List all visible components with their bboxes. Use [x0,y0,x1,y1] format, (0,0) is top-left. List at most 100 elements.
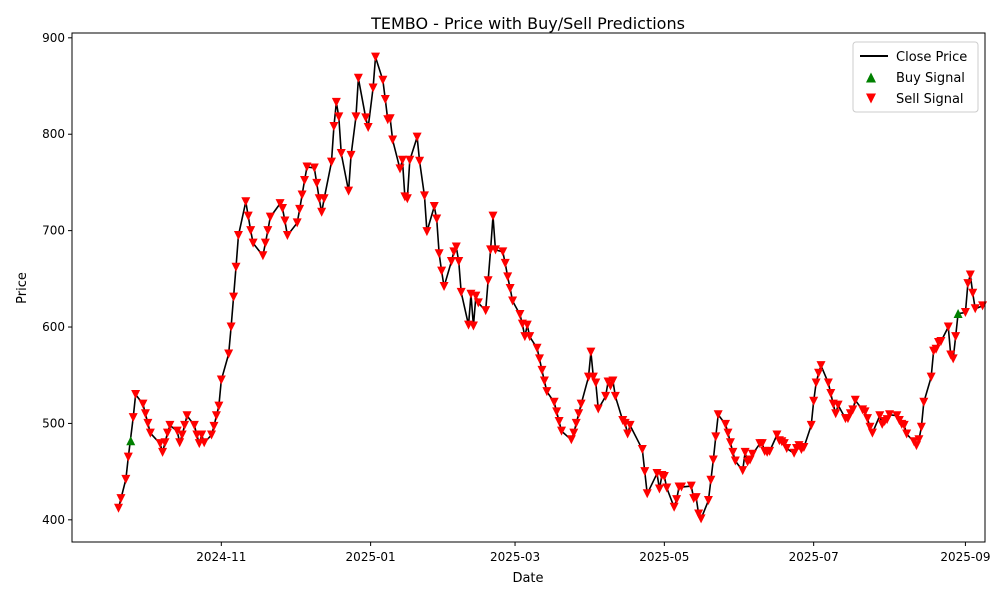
sell-signal-marker [926,372,936,382]
sell-signal-marker [243,211,253,221]
sell-signal-marker [248,238,258,248]
sell-signal-marker [554,417,564,426]
sell-signal-marker [696,514,706,524]
x-tick-label: 2025-07 [789,550,839,564]
sell-signal-marker [642,489,652,499]
sell-signal-marker [158,447,168,457]
sell-signal-marker [816,361,826,371]
sell-signal-marker [123,452,133,462]
sell-signal-marker [121,474,131,484]
sell-signal-marker [483,276,493,286]
sell-signal-marker [165,420,175,430]
sell-signal-marker [574,409,584,419]
sell-signal-marker [312,178,322,188]
sell-signal-marker [706,475,716,485]
x-axis-label: Date [512,571,543,586]
sell-signal-marker [549,397,559,407]
sell-signal-marker [207,430,217,440]
sell-signal-marker [505,283,515,293]
sell-signal-marker [860,407,870,417]
sell-signal-marker [295,204,305,214]
sell-signal-marker [500,258,510,268]
sell-signal-marker [131,390,141,400]
sell-signal-marker [454,256,464,266]
sell-signal-marker [456,287,466,297]
sell-signal-marker [948,354,958,364]
sell-signal-marker [875,411,885,421]
sell-signal-marker [114,503,124,513]
y-tick-label: 600 [42,320,65,334]
sell-signal-marker [336,149,346,158]
sell-signal-marker [138,399,148,409]
sell-signal-marker [473,298,483,308]
sell-signal-marker [960,308,970,318]
sell-signal-marker [919,397,929,407]
sell-signal-marker [451,242,461,252]
sell-signal-marker [525,332,535,342]
legend-close-label: Close Price [896,50,967,65]
sell-signal-marker [539,376,549,386]
sell-signal-marker [691,493,701,503]
sell-signal-marker [703,496,713,506]
sell-signal-marker [747,449,757,459]
sell-signal-marker [189,420,199,430]
y-tick-label: 700 [42,224,65,238]
sell-signal-marker [970,304,980,314]
sell-signal-marker [806,420,816,430]
sell-signal-marker [850,395,860,405]
sell-signal-marker [723,428,733,438]
sell-signal-marker [211,411,221,421]
sell-signal-marker [334,112,344,122]
y-axis: 400 500 600 700 800 900 [42,31,72,527]
sell-signal-marker [280,216,290,226]
sell-signal-marker [422,227,432,237]
legend-sell-label: Sell Signal [896,92,964,107]
y-tick-label: 900 [42,31,65,45]
sell-signal-marker [378,75,388,85]
sell-signal-marker [224,349,234,359]
sell-signal-marker [488,211,498,221]
sell-signal-marker [434,249,444,259]
sell-signal-marker [542,387,552,397]
sell-signal-marker [368,83,378,93]
sell-signal-marker [319,194,329,204]
y-axis-label: Price [15,272,30,304]
sell-signal-marker [963,279,973,289]
sell-signal-marker [943,322,953,332]
sell-signal-marker [669,502,679,512]
sell-signal-marker [601,391,611,401]
buy-signal-marker [126,436,136,446]
sell-signal-marker [779,439,789,449]
sell-signal-marker [799,443,809,453]
legend-buy-label: Buy Signal [896,71,965,86]
sell-signal-marker [728,447,738,457]
sell-signal-marker [331,97,341,107]
sell-signal-marker [522,320,532,330]
sell-signal-marker [823,378,833,388]
sell-signal-marker [537,365,547,375]
sell-signal-marker [740,447,750,457]
sell-signal-marker [292,218,302,228]
sell-signal-marker [508,296,518,306]
chart-title: TEMBO - Price with Buy/Sell Predictions [370,14,685,33]
sell-signal-marker [623,429,633,439]
sell-signal-marker [730,456,740,466]
sell-signal-marker [831,409,841,419]
sell-signal-marker [229,292,239,302]
sell-signal-marker [713,410,723,420]
sell-signal-marker [397,155,407,165]
sell-signal-marker [180,420,190,430]
sell-signal-marker [226,322,236,332]
sell-signal-marker [591,378,601,388]
y-tick-label: 800 [42,127,65,141]
sell-signal-marker [811,378,821,388]
sell-signal-marker [175,438,185,448]
axes-frame [71,32,986,543]
sell-signal-marker [143,418,153,428]
sell-signal-marker [388,135,398,145]
x-tick-label: 2025-03 [490,550,540,564]
sell-signal-marker [654,484,664,494]
sell-signal-marker [128,413,138,423]
